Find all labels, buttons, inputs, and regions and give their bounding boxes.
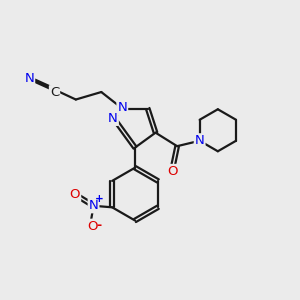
Text: C: C bbox=[50, 86, 59, 99]
Text: N: N bbox=[117, 101, 127, 114]
Text: N: N bbox=[195, 134, 205, 147]
Text: -: - bbox=[96, 219, 101, 232]
Text: O: O bbox=[167, 165, 178, 178]
Text: O: O bbox=[87, 220, 97, 233]
Text: N: N bbox=[108, 112, 118, 125]
Text: O: O bbox=[70, 188, 80, 201]
Text: N: N bbox=[24, 72, 34, 85]
Text: N: N bbox=[89, 199, 98, 212]
Text: +: + bbox=[94, 194, 103, 204]
